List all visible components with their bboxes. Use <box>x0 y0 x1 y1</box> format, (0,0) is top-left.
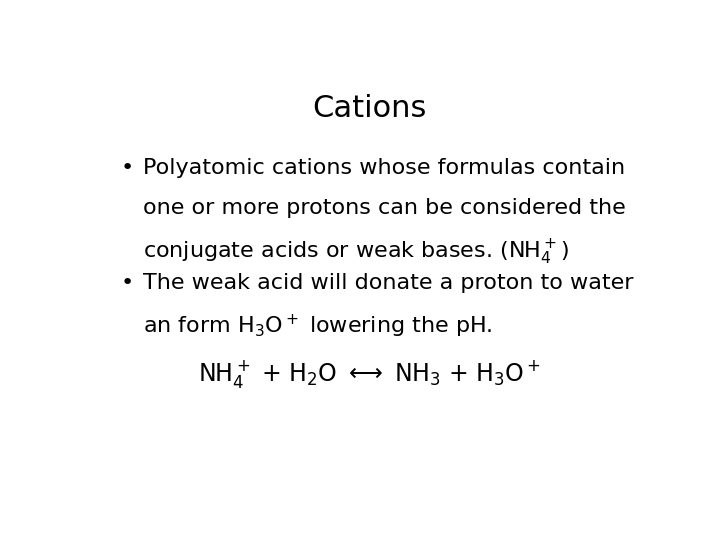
Text: The weak acid will donate a proton to water: The weak acid will donate a proton to wa… <box>143 273 634 293</box>
Text: NH$_4^+$ + H$_2$O $\longleftrightarrow$ NH$_3$ + H$_3$O$^+$: NH$_4^+$ + H$_2$O $\longleftrightarrow$ … <box>197 358 541 390</box>
Text: conjugate acids or weak bases. (NH$_4^+$): conjugate acids or weak bases. (NH$_4^+$… <box>143 238 570 267</box>
Text: Polyatomic cations whose formulas contain: Polyatomic cations whose formulas contai… <box>143 158 625 178</box>
Text: Cations: Cations <box>312 94 426 123</box>
Text: •: • <box>121 158 134 178</box>
Text: •: • <box>121 273 134 293</box>
Text: an form H$_3$O$^+$ lowering the pH.: an form H$_3$O$^+$ lowering the pH. <box>143 312 492 340</box>
Text: one or more protons can be considered the: one or more protons can be considered th… <box>143 198 626 218</box>
